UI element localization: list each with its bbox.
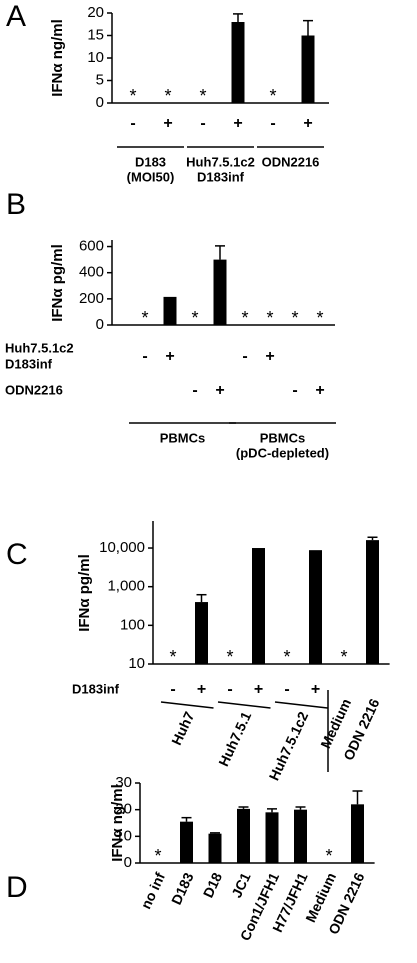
bar [351,804,364,863]
sign: - [170,681,175,698]
category-label: no inf [137,870,168,912]
group-label: ODN2216 [262,154,320,169]
y-tick-label: 10 [87,49,104,66]
y-tick-label: 100 [120,616,145,633]
sign: - [200,115,205,132]
marker: * [169,647,176,667]
marker: * [199,86,206,106]
y-tick-label: 1,000 [107,578,145,595]
sign: + [163,115,172,132]
y-axis-label: IFNα pg/ml [76,554,93,632]
marker: * [291,308,298,328]
bar [366,540,379,664]
y-tick-label: 200 [79,290,104,307]
marker: * [141,308,148,328]
category-label: D183 [168,870,197,907]
bar [265,812,279,863]
marker: * [340,647,347,667]
category-label: JC1 [228,870,253,900]
marker: * [154,846,161,866]
y-tick-label: 600 [79,238,104,255]
marker: * [316,308,323,328]
bar [294,809,307,863]
bar [237,808,250,863]
marker: * [269,86,276,106]
y-axis-label: IFNα ng/ml [49,19,66,97]
panel-label: D [6,871,28,904]
sign: + [254,681,263,698]
sign: - [242,348,247,365]
sign: - [227,681,232,698]
y-tick-label: 10 [128,655,145,672]
group-line [274,701,328,709]
sign: - [142,348,147,365]
bar [208,833,222,863]
sign: + [215,382,224,399]
bar [231,22,245,103]
sign: - [284,681,289,698]
y-axis-label: IFNα pg/ml [49,244,66,322]
sign: + [165,348,174,365]
sign: + [197,681,206,698]
row-label: D183inf [72,681,120,696]
bar [195,602,208,664]
bar [180,821,193,863]
marker: * [129,86,136,106]
y-tick-label: 10,000 [99,539,145,556]
y-tick-label: 0 [96,316,104,333]
group-label: PBMCs [160,430,206,445]
marker: * [325,846,332,866]
y-tick-label: 15 [87,26,104,43]
marker: * [266,308,273,328]
panel-label: A [6,0,26,33]
marker: * [241,308,248,328]
marker: * [226,647,233,667]
y-tick-label: 20 [115,801,132,818]
group-label: Huh7.5.1c2 [186,154,255,169]
y-tick-label: 400 [79,264,104,281]
category-label: D18 [200,870,225,900]
y-tick-label: 10 [115,827,132,844]
row-label: Huh7.5.1c2 [5,340,74,355]
sign: + [265,348,274,365]
group-label: PBMCs [260,430,306,445]
y-axis-label: IFNα ng/ml [109,784,126,862]
sign: + [233,115,242,132]
marker: * [191,308,198,328]
sign: - [130,115,135,132]
marker: * [164,86,171,106]
group-line [160,701,214,709]
bar [301,35,315,103]
row-label: ODN2216 [5,382,63,397]
group-label: D183inf [197,169,245,184]
group-label: (pDC-depleted) [236,445,329,460]
sign: - [192,382,197,399]
group-line [217,701,271,709]
row-label: D183inf [5,356,53,371]
group-label: Huh7.5.1 [215,709,254,769]
marker: * [283,647,290,667]
y-tick-label: 5 [96,71,104,88]
y-tick-label: 30 [115,774,132,791]
panel-label: B [6,188,26,221]
sign: - [292,382,297,399]
panel-label: C [6,538,28,571]
sign: + [311,681,320,698]
y-tick-label: 20 [87,4,104,21]
bar [163,296,177,325]
sign: - [270,115,275,132]
group-label: (MOI50) [127,169,175,184]
y-tick-label: 0 [124,854,132,871]
group-label: Huh7 [168,709,197,748]
y-tick-label: 0 [96,94,104,111]
sign: + [303,115,312,132]
sign: + [315,382,324,399]
bar [309,550,322,664]
bar [252,548,265,664]
group-label: Huh7.5.1c2 [266,709,312,783]
bar [213,259,227,325]
group-label: D183 [135,154,166,169]
